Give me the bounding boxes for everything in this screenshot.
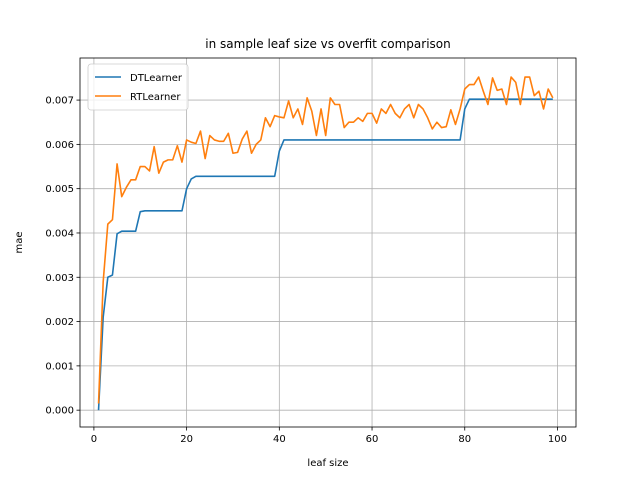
y-axis-label: mae [14, 231, 25, 253]
y-tick-label: 0.002 [45, 317, 74, 328]
series-line-rtlearner [97, 76, 554, 404]
x-tick-label: 60 [366, 434, 379, 445]
chart-title: in sample leaf size vs overfit compariso… [205, 37, 450, 51]
series-line-dtlearner [97, 98, 553, 411]
axis-ticks: 0 20 40 60 80 100 0.000 0.001 0.002 0.003 0.004 0.0… [45, 96, 567, 445]
x-tick-label: 100 [548, 434, 567, 445]
y-tick-label: 0.007 [45, 96, 74, 107]
legend: DTLearner RTLearner [87, 63, 189, 111]
x-axis-label: leaf size [307, 458, 348, 469]
y-tick-label: 0.000 [45, 406, 74, 417]
x-tick-label: 0 [91, 434, 97, 445]
plot-frame [79, 57, 577, 428]
y-tick-label: 0.006 [45, 140, 74, 151]
legend-label-dtlearner: DTLearner [130, 73, 183, 84]
x-tick-label: 40 [273, 434, 286, 445]
legend-box [87, 63, 189, 111]
series-lines [97, 76, 554, 411]
y-tick-label: 0.005 [45, 184, 74, 195]
x-tick-label: 20 [180, 434, 193, 445]
y-tick-label: 0.001 [45, 361, 74, 372]
x-tick-label: 80 [458, 434, 471, 445]
legend-label-rtlearner: RTLearner [130, 92, 181, 103]
y-tick-label: 0.003 [45, 273, 74, 284]
grid [80, 58, 576, 427]
y-tick-label: 0.004 [45, 228, 74, 239]
